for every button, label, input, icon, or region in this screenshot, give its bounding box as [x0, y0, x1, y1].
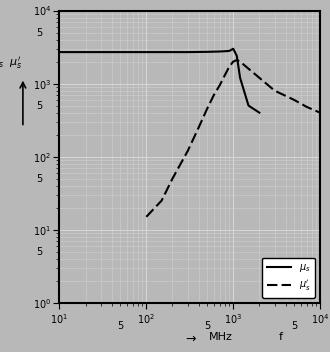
Text: $\mu_s$  $\mu_s'$: $\mu_s$ $\mu_s'$ — [0, 55, 23, 71]
Text: $10^3$: $10^3$ — [224, 313, 242, 326]
Text: 5: 5 — [37, 247, 43, 257]
Text: $10^1$: $10^1$ — [50, 313, 68, 326]
Text: 5: 5 — [291, 321, 297, 331]
Text: 5: 5 — [37, 174, 43, 184]
Text: f: f — [279, 332, 283, 342]
Text: $10^2$: $10^2$ — [137, 313, 155, 326]
Text: 5: 5 — [117, 321, 123, 331]
Text: $\rightarrow$: $\rightarrow$ — [182, 332, 197, 345]
Legend: $\mu_s$, $\mu_s'$: $\mu_s$, $\mu_s'$ — [262, 258, 315, 298]
Text: MHz: MHz — [209, 332, 233, 342]
Text: 5: 5 — [37, 101, 43, 111]
Text: $10^4$: $10^4$ — [311, 313, 329, 326]
Text: 5: 5 — [204, 321, 210, 331]
Text: 5: 5 — [37, 27, 43, 38]
